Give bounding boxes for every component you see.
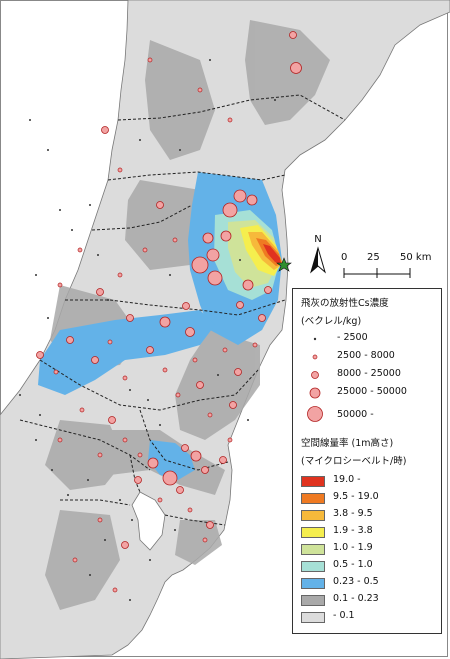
legend-dose-label: - 0.1 <box>333 610 355 621</box>
legend-dose-label: 1.0 - 1.9 <box>333 542 373 553</box>
legend-cs-label: 50000 - <box>337 409 374 420</box>
star-icon <box>276 257 292 272</box>
cs-samples-small <box>53 57 258 593</box>
legend-dose-title: 空間線量率 (1m高さ) <box>301 438 394 449</box>
legend-dose-row: 1.9 - 3.8 <box>293 524 441 540</box>
bay-water <box>131 491 166 551</box>
legend-cs-row: 25000 - 50000 <box>293 385 441 401</box>
legend-dose-unit: (マイクロシーベルト/時) <box>301 456 407 467</box>
dose-swatch <box>301 561 325 572</box>
map-legend: 飛灰の放射性Cs濃度 (ベクレル/kg) - 2500 2500 - 8000 … <box>292 288 442 634</box>
dose-swatch <box>301 595 325 606</box>
dose-swatch <box>301 510 325 521</box>
scale-bar: 0 25 50 km <box>334 252 438 284</box>
dose-swatch <box>301 544 325 555</box>
legend-cs-label: 8000 - 25000 <box>337 368 401 379</box>
legend-dose-label: 3.8 - 9.5 <box>333 508 373 519</box>
legend-dose-row: - 0.1 <box>293 609 441 625</box>
cs-small-symbol <box>312 354 318 360</box>
dose-zone-red <box>263 244 281 264</box>
legend-cs-row: 2500 - 8000 <box>293 349 441 365</box>
dose-swatch <box>301 578 325 589</box>
north-arrow: N <box>305 234 331 280</box>
cs-samples-medium <box>36 31 297 549</box>
dose-swatch <box>301 527 325 538</box>
scale-tick-0: 0 <box>341 252 348 263</box>
legend-dose-row: 1.0 - 1.9 <box>293 541 441 557</box>
cs-xlarge-symbol <box>307 406 323 422</box>
scale-bar-line <box>343 268 411 278</box>
legend-dose-row: 3.8 - 9.5 <box>293 507 441 523</box>
dose-swatch <box>301 493 325 504</box>
legend-cs-label: 25000 - 50000 <box>337 386 407 397</box>
cs-medium-symbol <box>311 371 319 379</box>
legend-dose-row: 9.5 - 19.0 <box>293 490 441 506</box>
legend-cs-row: - 2500 <box>293 331 441 347</box>
dose-swatch <box>301 476 325 487</box>
legend-dose-row: 19.0 - <box>293 473 441 489</box>
scale-tick-25: 25 <box>367 252 380 263</box>
cs-samples-large <box>147 62 302 469</box>
scale-tick-50: 50 km <box>400 252 432 263</box>
cs-large-symbol <box>309 387 321 399</box>
legend-dose-label: 1.9 - 3.8 <box>333 525 373 536</box>
legend-dose-label: 0.23 - 0.5 <box>333 576 379 587</box>
north-arrow-icon <box>310 246 326 274</box>
cs-tiny-symbol <box>313 337 317 341</box>
dose-swatch <box>301 612 325 623</box>
legend-cs-label: 2500 - 8000 <box>337 350 395 361</box>
legend-cs-title: 飛灰の放射性Cs濃度 <box>301 298 389 309</box>
cs-samples-tiny <box>19 59 276 601</box>
legend-cs-row: 8000 - 25000 <box>293 367 441 383</box>
legend-cs-label: - 2500 <box>337 332 368 343</box>
north-label: N <box>314 234 322 245</box>
legend-cs-row: 50000 - <box>293 405 441 425</box>
legend-dose-row: 0.1 - 0.23 <box>293 592 441 608</box>
legend-dose-label: 0.1 - 0.23 <box>333 593 379 604</box>
legend-dose-row: 0.23 - 0.5 <box>293 575 441 591</box>
legend-dose-row: 0.5 - 1.0 <box>293 558 441 574</box>
legend-dose-label: 9.5 - 19.0 <box>333 491 379 502</box>
legend-dose-label: 0.5 - 1.0 <box>333 559 373 570</box>
cs-samples-xlarge <box>162 189 247 486</box>
prefecture-boundaries <box>19 94 346 526</box>
legend-cs-unit: (ベクレル/kg) <box>301 316 362 327</box>
legend-dose-label: 19.0 - <box>333 474 361 485</box>
